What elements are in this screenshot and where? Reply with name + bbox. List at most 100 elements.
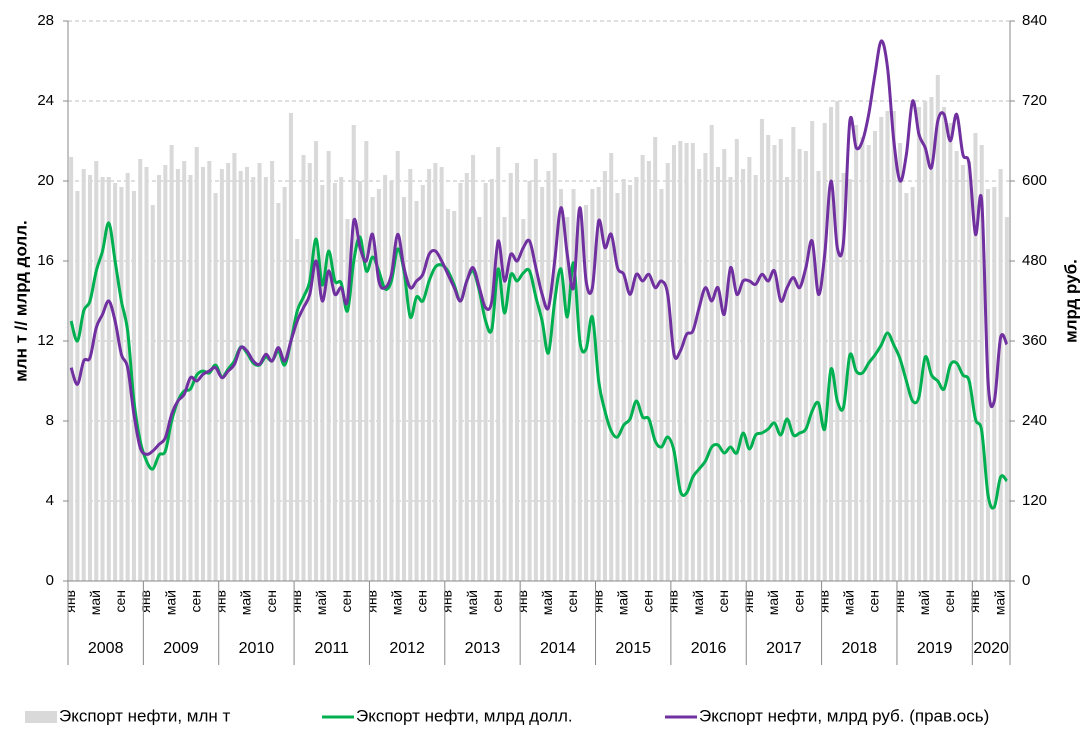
bar — [427, 169, 432, 581]
bar — [1004, 217, 1009, 581]
year-label: 2011 — [315, 640, 350, 657]
y2-tick-label: 360 — [1022, 332, 1047, 349]
bar — [954, 151, 959, 581]
y-tick-label: 12 — [37, 332, 54, 349]
x-tick-label: май — [464, 590, 480, 615]
bar — [138, 159, 143, 581]
bar — [929, 97, 934, 581]
bar — [144, 167, 149, 581]
bar — [791, 127, 796, 581]
bar — [653, 137, 658, 581]
bar — [270, 161, 275, 581]
bar — [690, 143, 695, 581]
legend-swatch — [25, 711, 57, 723]
y-tick-label: 28 — [37, 12, 54, 29]
line — [69, 221, 1008, 510]
x-tick-label: янв — [815, 590, 831, 613]
bar — [533, 159, 538, 581]
legend-label: Экспорт нефти, млрд руб. (прав.ось) — [699, 706, 989, 725]
bar — [119, 187, 124, 581]
bar — [967, 161, 972, 581]
bar — [175, 169, 180, 581]
bar — [502, 217, 507, 581]
x-tick-label: сен — [790, 590, 806, 613]
bar — [734, 139, 739, 581]
bar — [439, 167, 444, 581]
y2-axis-label: млрд руб. — [1061, 259, 1080, 343]
bar — [923, 101, 928, 581]
bar — [408, 169, 413, 581]
x-tick-label: янв — [966, 590, 982, 613]
bar — [634, 177, 639, 581]
x-tick-label: май — [690, 590, 706, 615]
bar — [464, 173, 469, 581]
x-tick-label: сен — [489, 590, 505, 613]
bar — [602, 171, 607, 581]
bar — [879, 117, 884, 581]
bar — [973, 133, 978, 581]
y-tick-label: 0 — [46, 572, 54, 589]
bar — [621, 179, 626, 581]
bar — [100, 177, 105, 581]
bar — [420, 185, 425, 581]
x-tick-label: янв — [589, 590, 605, 613]
y2-tick-label: 480 — [1022, 252, 1047, 269]
x-tick-label: янв — [363, 590, 379, 613]
y2-tick-label: 120 — [1022, 492, 1047, 509]
bar — [659, 189, 664, 581]
bar — [194, 147, 199, 581]
year-label: 2010 — [239, 640, 275, 657]
bar — [182, 161, 187, 581]
bar — [433, 163, 438, 581]
y-axis-label: млн т // млрд долл. — [11, 220, 30, 382]
bar — [81, 169, 86, 581]
bar — [766, 135, 771, 581]
x-tick-label: янв — [891, 590, 907, 613]
bar — [383, 175, 388, 581]
x-tick-label: сен — [866, 590, 882, 613]
bar — [979, 145, 984, 581]
bar — [829, 107, 834, 581]
bar — [854, 125, 859, 581]
x-tick-label: май — [238, 590, 254, 615]
x-tick-label: сен — [715, 590, 731, 613]
bar — [753, 175, 758, 581]
bar — [785, 177, 790, 581]
bar — [697, 169, 702, 581]
line — [69, 39, 1009, 456]
y-tick-label: 24 — [37, 92, 54, 109]
bar — [251, 177, 256, 581]
x-tick-label: май — [841, 590, 857, 615]
x-tick-label: сен — [414, 590, 430, 613]
y-tick-label: 20 — [37, 172, 54, 189]
bar — [376, 189, 381, 581]
bar — [910, 187, 915, 581]
x-tick-label: май — [916, 590, 932, 615]
x-tick-label: янв — [62, 590, 78, 613]
bar — [803, 151, 808, 581]
year-label: 2017 — [766, 640, 802, 657]
bar — [257, 163, 262, 581]
x-tick-label: май — [87, 590, 103, 615]
legend-label: Экспорт нефти, млрд долл. — [356, 706, 573, 725]
bar — [477, 217, 482, 581]
bar — [238, 171, 243, 581]
bar — [521, 219, 526, 581]
bar — [728, 177, 733, 581]
year-label: 2016 — [691, 640, 727, 657]
bar — [998, 169, 1003, 581]
year-label: 2009 — [163, 640, 199, 657]
bar — [414, 201, 419, 581]
bar — [515, 163, 520, 581]
x-tick-label: май — [991, 590, 1007, 615]
bar — [935, 75, 940, 581]
bar — [590, 189, 595, 581]
bar — [678, 141, 683, 581]
bar — [747, 157, 752, 581]
bar — [565, 217, 570, 581]
bar — [452, 211, 457, 581]
bar — [540, 187, 545, 581]
x-tick-label: сен — [941, 590, 957, 613]
bar — [163, 165, 168, 581]
